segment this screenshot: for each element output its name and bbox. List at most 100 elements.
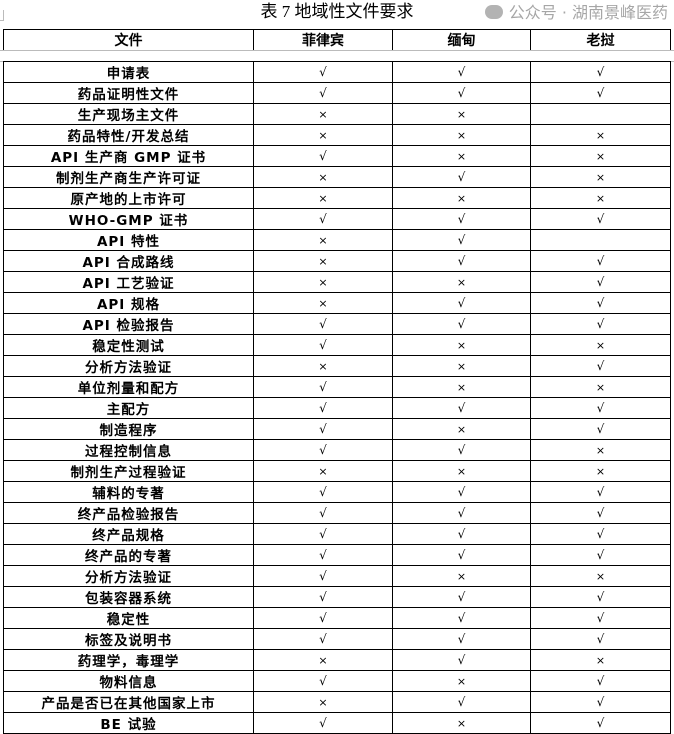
header-row: 文件 菲律宾 缅甸 老挝 [3,29,671,51]
requirement-mark-laos: × [595,443,606,457]
table-title: 表 7 地域性文件要求 [260,2,414,21]
document-name: BE 试验 [3,712,254,734]
requirement-mark-myanmar: × [456,359,467,373]
cell-philippines: √ [253,61,393,83]
requirement-mark-myanmar: × [456,380,467,394]
cell-myanmar: × [392,103,531,125]
requirement-mark-philippines: √ [319,673,327,688]
document-name: 制剂生产商生产许可证 [3,166,254,188]
requirement-mark-laos: × [595,569,606,583]
table-row: 主配方 √ √ √ [3,397,671,419]
cell-philippines: √ [253,544,393,566]
cell-philippines: √ [253,670,393,692]
cell-philippines: × [253,691,393,713]
cell-myanmar: × [392,565,531,587]
requirements-table: 申请表 √ √ √ 药品证明性文件 √ √ √ 生产现场主文件 × × 药品特性/开发总结 × × × API… [3,61,671,734]
table-row: 物料信息 √ × √ [3,670,671,692]
table-row: 制剂生产过程验证 × × × [3,460,671,482]
cell-myanmar: × [392,460,531,482]
requirement-mark-myanmar: √ [457,85,466,100]
requirement-mark-philippines: √ [319,337,327,352]
document-name: 分析方法验证 [3,565,254,587]
requirement-mark-philippines: √ [319,610,327,625]
watermark-text: 公众号 · 湖南景峰医药 [508,3,668,22]
cell-philippines: √ [253,82,393,104]
requirement-mark-myanmar: × [456,128,467,142]
requirement-mark-philippines: √ [319,316,327,331]
requirement-mark-myanmar: √ [457,631,466,646]
document-name: 药品特性/开发总结 [3,124,254,146]
requirement-mark-myanmar: × [456,716,467,730]
requirement-mark-laos: √ [596,526,605,541]
cell-myanmar: × [392,376,531,398]
requirement-mark-philippines: × [318,233,328,247]
requirement-mark-myanmar: √ [457,211,466,226]
cell-myanmar: × [392,124,531,146]
requirement-mark-myanmar: √ [457,64,466,79]
cell-laos: √ [530,586,671,608]
table-row: API 规格 × √ √ [3,292,671,314]
document-name: API 特性 [3,229,254,251]
cell-myanmar: √ [392,607,531,629]
table-row: 申请表 √ √ √ [3,61,671,83]
cell-laos: √ [530,355,671,377]
cell-myanmar: × [392,418,531,440]
requirement-mark-philippines: × [318,254,328,268]
cell-philippines: √ [253,628,393,650]
table-row: 终产品的专著 √ √ √ [3,544,671,566]
requirement-mark-laos: √ [596,421,605,436]
cell-laos: √ [530,397,671,419]
document-name: 单位剂量和配方 [3,376,254,398]
table-row: 分析方法验证 √ × × [3,565,671,587]
cell-laos: √ [530,61,671,83]
wechat-icon [484,5,503,19]
requirement-mark-laos: √ [596,400,605,415]
cell-philippines: √ [253,712,393,734]
requirement-mark-myanmar: × [456,674,467,688]
cell-myanmar: √ [392,481,531,503]
requirement-mark-philippines: √ [319,85,327,100]
document-name: 终产品规格 [3,523,254,545]
cell-myanmar: × [392,187,531,209]
requirement-mark-laos: √ [596,274,605,289]
requirement-mark-philippines: √ [319,505,327,520]
cell-myanmar: √ [392,208,531,230]
document-name: 产品是否已在其他国家上市 [3,691,254,713]
cell-myanmar: × [392,145,531,167]
cell-laos: √ [530,691,671,713]
cell-myanmar: √ [392,691,531,713]
cell-philippines: √ [253,145,393,167]
requirement-mark-myanmar: √ [457,694,466,709]
requirement-mark-philippines: × [318,296,328,310]
requirement-mark-laos: √ [596,589,605,604]
cell-laos: × [530,124,671,146]
cell-philippines: × [253,292,393,314]
requirement-mark-myanmar: √ [457,400,466,415]
table-row: 药品证明性文件 √ √ √ [3,82,671,104]
document-name: API 检验报告 [3,313,254,335]
cell-philippines: × [253,271,393,293]
requirement-mark-laos: × [595,653,606,667]
document-name: 稳定性测试 [3,334,254,356]
cell-philippines: √ [253,439,393,461]
requirement-mark-laos: √ [596,610,605,625]
page-corner-mark [0,10,4,21]
cell-laos: √ [530,208,671,230]
cell-philippines: √ [253,397,393,419]
document-name: 辅料的专著 [3,481,254,503]
document-name: 制造程序 [3,418,254,440]
requirement-mark-philippines: √ [319,568,327,583]
cell-laos: × [530,145,671,167]
cell-myanmar: √ [392,82,531,104]
cell-myanmar: √ [392,250,531,272]
table-row: API 生产商 GMP 证书 √ × × [3,145,671,167]
cell-laos: × [530,166,671,188]
requirement-mark-philippines: × [318,170,328,184]
cell-laos: √ [530,502,671,524]
cell-myanmar: √ [392,166,531,188]
document-name: 制剂生产过程验证 [3,460,254,482]
requirement-mark-myanmar: × [456,107,467,121]
table-row: BE 试验 √ × √ [3,712,671,734]
document-name: API 工艺验证 [3,271,254,293]
cell-laos: √ [530,418,671,440]
